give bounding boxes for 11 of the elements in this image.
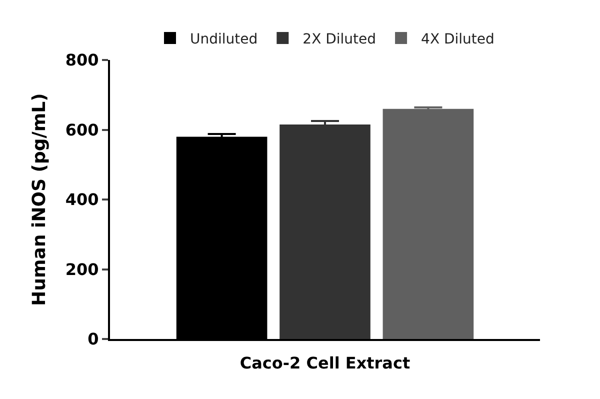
legend-label: Undiluted xyxy=(190,31,258,48)
x-axis-title: Caco-2 Cell Extract xyxy=(240,354,410,373)
y-tick-label: 800 xyxy=(65,50,99,70)
y-axis-title: Human iNOS (pg/mL) xyxy=(29,93,50,306)
legend-label: 2X Diluted xyxy=(302,31,376,48)
y-tick-label: 400 xyxy=(65,190,99,210)
bar xyxy=(382,108,474,339)
y-tick-label: 0 xyxy=(88,330,99,349)
legend-label: 4X Diluted xyxy=(421,31,494,48)
y-tick-label: 600 xyxy=(65,120,99,140)
y-tick-label: 200 xyxy=(65,260,99,279)
